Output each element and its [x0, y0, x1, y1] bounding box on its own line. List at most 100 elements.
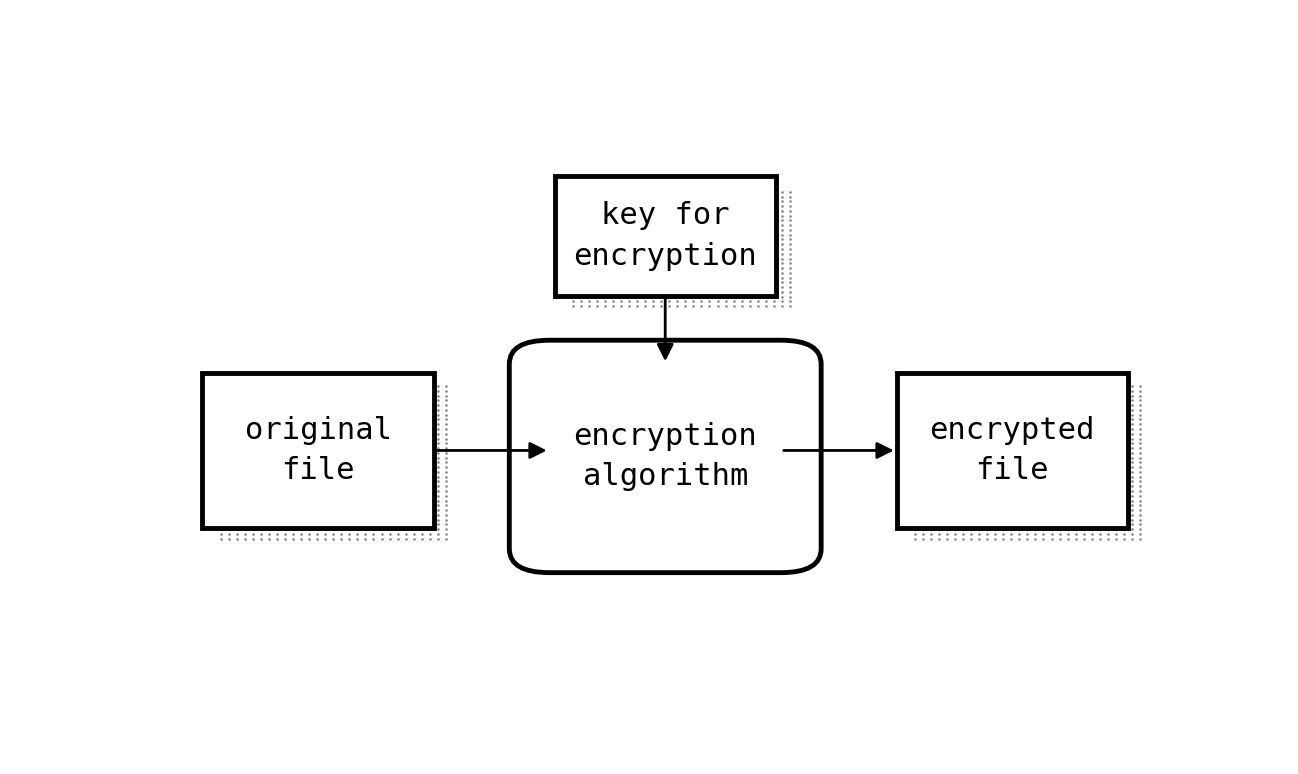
Point — [614, 415, 635, 427]
Point — [1073, 442, 1094, 454]
Point — [912, 461, 933, 474]
Point — [767, 448, 788, 461]
Point — [1049, 437, 1070, 450]
Point — [582, 391, 602, 403]
Point — [637, 525, 658, 537]
Point — [735, 520, 755, 533]
Point — [1057, 409, 1077, 421]
Point — [411, 490, 432, 502]
Point — [742, 420, 763, 432]
Point — [691, 300, 711, 313]
Point — [251, 513, 271, 526]
Point — [643, 300, 663, 313]
Point — [643, 210, 663, 222]
Point — [258, 485, 279, 497]
Point — [275, 523, 296, 536]
Point — [582, 491, 602, 504]
Point — [1066, 490, 1086, 502]
Point — [226, 480, 247, 492]
Point — [566, 549, 587, 561]
Point — [614, 487, 635, 499]
Point — [659, 300, 680, 313]
Point — [630, 467, 650, 480]
Point — [1129, 461, 1150, 474]
Point — [683, 200, 704, 212]
Point — [961, 461, 981, 474]
Point — [1089, 485, 1110, 497]
Point — [436, 523, 457, 536]
Point — [710, 415, 731, 427]
Point — [627, 276, 648, 289]
Point — [710, 510, 731, 522]
Point — [775, 439, 796, 451]
Point — [562, 272, 583, 284]
Point — [650, 262, 671, 274]
Point — [266, 528, 287, 540]
Point — [356, 485, 376, 497]
Point — [436, 418, 457, 430]
Point — [266, 523, 287, 536]
Point — [1041, 433, 1062, 445]
Point — [702, 430, 723, 442]
Point — [614, 505, 635, 518]
Point — [985, 504, 1006, 516]
Point — [742, 444, 763, 456]
Point — [299, 495, 319, 507]
Point — [718, 420, 739, 432]
Point — [1089, 495, 1110, 507]
Point — [210, 427, 231, 440]
Point — [589, 410, 610, 423]
Point — [968, 404, 989, 416]
Point — [427, 409, 448, 421]
Point — [597, 420, 618, 432]
Point — [1073, 385, 1094, 397]
Point — [771, 219, 792, 231]
Point — [637, 430, 658, 442]
Point — [1098, 404, 1119, 416]
Point — [961, 471, 981, 483]
Point — [427, 461, 448, 474]
Point — [635, 281, 655, 293]
Point — [243, 528, 263, 540]
Point — [379, 456, 400, 468]
Point — [323, 418, 344, 430]
Point — [356, 385, 376, 397]
Point — [291, 480, 312, 492]
Point — [251, 518, 271, 530]
Point — [299, 442, 319, 454]
Point — [1057, 413, 1077, 426]
Point — [961, 466, 981, 478]
Point — [912, 399, 933, 411]
Point — [371, 380, 392, 392]
Point — [251, 471, 271, 483]
Point — [387, 499, 408, 512]
Point — [742, 382, 763, 394]
Point — [1114, 394, 1134, 406]
Point — [589, 415, 610, 427]
Point — [299, 433, 319, 445]
Point — [1009, 456, 1029, 468]
Point — [610, 252, 631, 265]
Point — [670, 553, 691, 566]
Point — [953, 389, 974, 402]
Point — [606, 391, 627, 403]
Point — [258, 427, 279, 440]
Point — [742, 448, 763, 461]
Point — [694, 549, 715, 561]
Point — [646, 467, 667, 480]
Point — [614, 406, 635, 418]
Point — [928, 427, 949, 440]
Point — [251, 475, 271, 488]
Point — [1081, 418, 1102, 430]
Point — [687, 491, 707, 504]
Point — [968, 427, 989, 440]
Point — [742, 463, 763, 475]
Point — [291, 423, 312, 435]
Point — [627, 200, 648, 212]
Point — [1033, 413, 1054, 426]
Point — [635, 295, 655, 307]
Point — [1049, 513, 1070, 526]
Point — [574, 386, 594, 399]
Point — [710, 425, 731, 437]
Point — [1049, 504, 1070, 516]
